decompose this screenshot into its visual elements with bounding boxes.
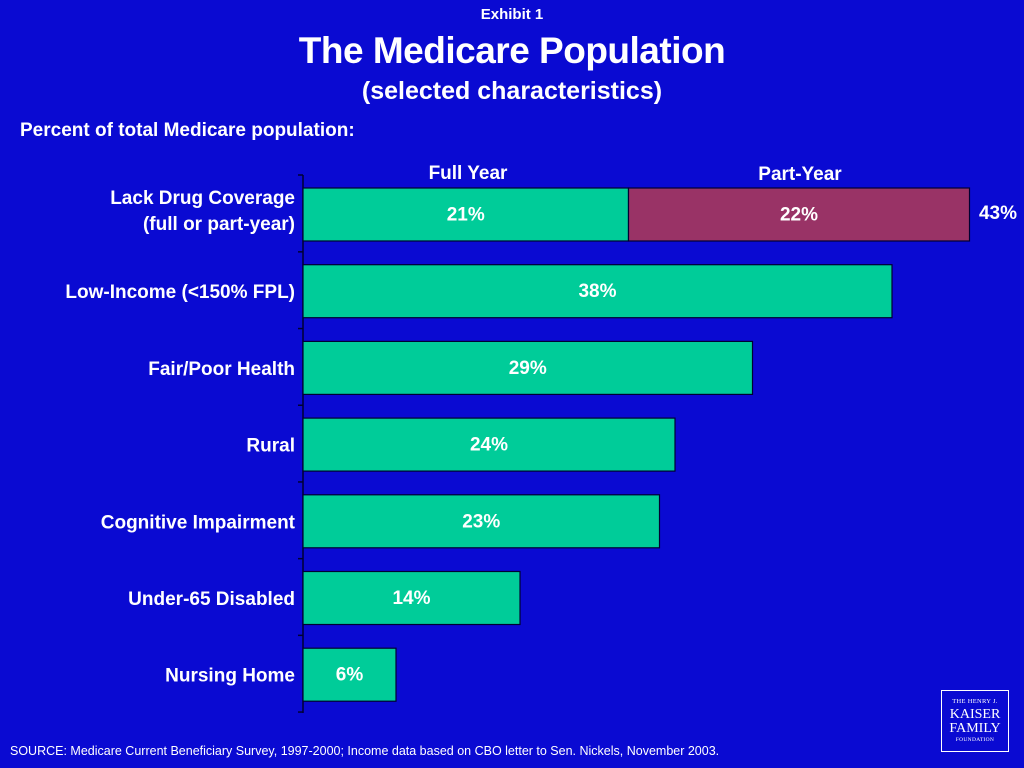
bar-full-year [302,340,754,395]
total-label: 43% [979,203,1017,224]
bar-full-year [302,647,397,702]
bar-full-year [302,570,521,626]
data-label-part-year: 22% [780,205,818,226]
logo-line-1: THE HENRY J. [952,698,998,705]
data-label: 6% [336,665,364,686]
bar-full-year [302,187,630,242]
category-label: Lack Drug Coverage [110,188,295,209]
data-label: 21% [447,205,485,226]
data-label: 14% [392,588,430,609]
category-label: Low-Income (<150% FPL) [65,282,295,303]
data-label: 38% [578,281,616,302]
bar-part-year [627,187,971,242]
source-note: SOURCE: Medicare Current Beneficiary Sur… [10,744,720,758]
page-subtitle: (selected characteristics) [361,77,663,105]
category-label: Nursing Home [165,666,295,687]
bar-full-year [302,494,661,549]
logo-line-3: FAMILY [949,720,1001,736]
category-label: Fair/Poor Health [148,359,295,380]
data-label: 23% [462,511,500,532]
legend-part-year: Part-Year [758,164,842,185]
category-label: Rural [246,436,295,457]
bar-full-year [302,264,893,319]
category-label: Under-65 Disabled [128,589,295,610]
category-label: Cognitive Impairment [101,512,296,533]
data-label: 24% [470,435,508,456]
logo-line-4: FOUNDATION [955,736,995,743]
legend-full-year: Full Year [428,163,508,184]
y-axis-label: Percent of total Medicare population: [20,120,355,141]
data-label: 29% [509,358,547,379]
page-title: The Medicare Population [298,30,726,71]
bar-full-year [302,417,676,472]
kaiser-family-foundation-logo: THE HENRY J. KAISER FAMILY FOUNDATION [941,690,1009,752]
logo-line-2: KAISER [949,706,1001,722]
exhibit-label: Exhibit 1 [480,6,544,23]
category-label: (full or part-year) [143,214,295,235]
